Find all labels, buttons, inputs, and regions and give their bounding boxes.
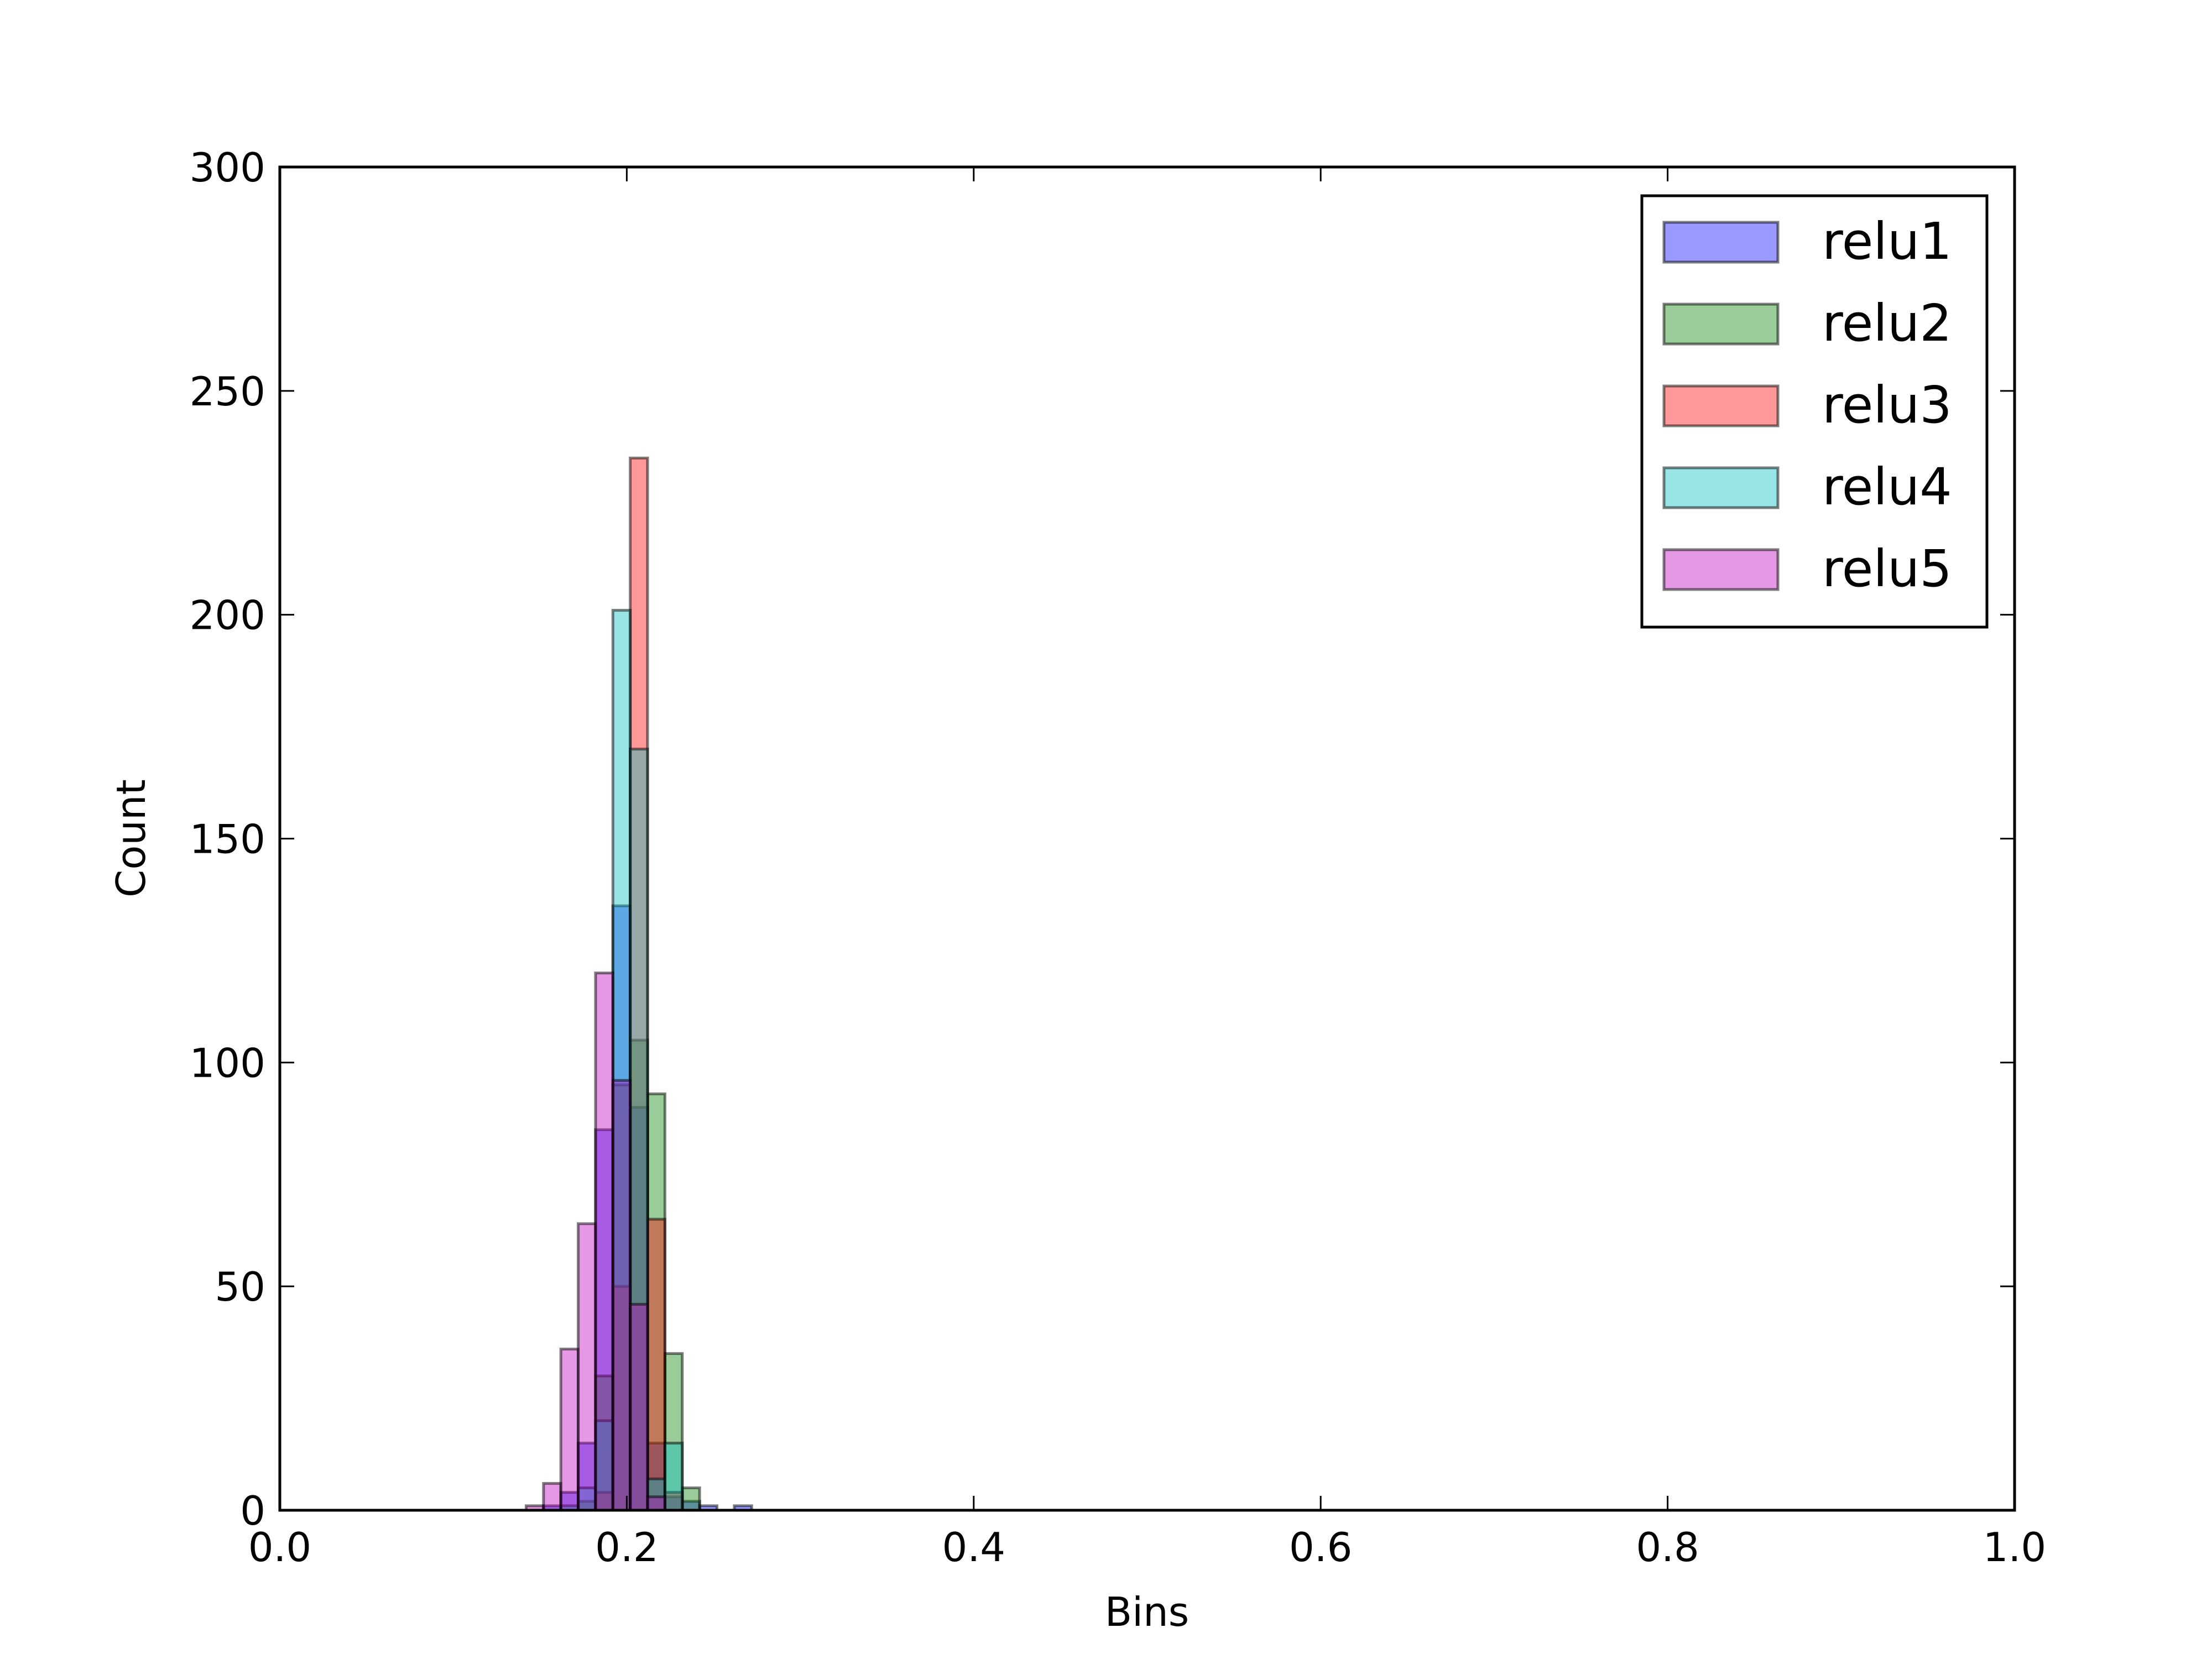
legend-label: relu5 [1822,539,1952,598]
bar [611,1083,632,1512]
x-tick-label: 0.0 [248,1524,312,1571]
legend-label: relu4 [1822,457,1952,517]
x-tick-label: 0.8 [1636,1524,1699,1571]
legend-swatch [1662,302,1780,346]
y-tick-label: 50 [215,1264,265,1310]
bar [577,1222,597,1512]
x-tick-label: 0.6 [1289,1524,1353,1571]
x-tick-label: 0.2 [595,1524,659,1571]
x-tick-label: 0.4 [942,1524,1006,1571]
legend-swatch [1662,384,1780,427]
series [577,1039,701,1512]
y-tick-label: 250 [190,368,265,415]
x-tick-label: 1.0 [1983,1524,2047,1571]
series [559,609,684,1512]
y-tick-label: 0 [240,1488,265,1534]
bar [663,1442,684,1512]
y-axis-label: Count [108,779,154,898]
legend-frame [1640,194,1989,629]
bar [611,1285,632,1512]
bar [611,1079,632,1512]
legend-swatch [1662,548,1780,591]
bar [594,971,614,1512]
bar [646,1218,666,1512]
legend-swatch [1662,221,1780,264]
plot-frame [278,165,2016,1512]
bar [646,1495,666,1512]
x-axis-label: Bins [1105,1589,1190,1635]
bar [629,1303,649,1512]
legend-label: relu2 [1822,294,1952,353]
y-tick-label: 300 [190,144,265,191]
series [524,971,666,1512]
y-tick-label: 100 [190,1040,265,1086]
legend-label: relu3 [1822,375,1952,435]
y-tick-label: 150 [190,816,265,863]
bar [629,748,649,1512]
y-tick-label: 200 [190,592,265,639]
bar [681,1486,701,1512]
legend-swatch [1662,466,1780,509]
bar [542,1481,562,1512]
bar [559,1348,580,1512]
legend-label: relu1 [1822,212,1952,271]
legend: relu1 relu2 relu3 relu4 relu5 [1640,194,1989,629]
